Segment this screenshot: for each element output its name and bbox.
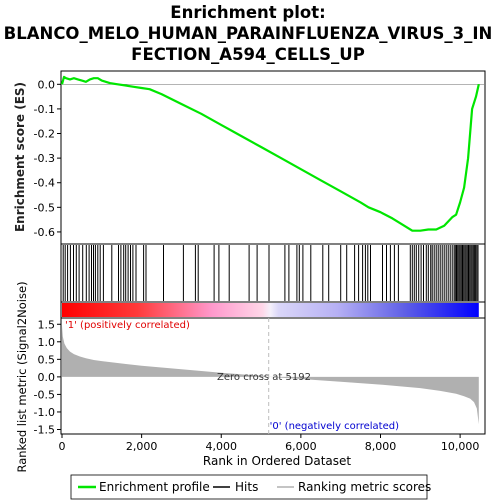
es-y-tick-label: -0.4 bbox=[34, 177, 55, 190]
metric-y-tick-label: -0.5 bbox=[34, 388, 55, 401]
correlation-gradient-bar bbox=[62, 303, 479, 317]
es-panel bbox=[60, 70, 486, 245]
x-axis-title: Rank in Ordered Dataset bbox=[203, 454, 351, 468]
x-tick-label: 10,000 bbox=[441, 440, 480, 453]
es-y-tick-label: 0.0 bbox=[38, 78, 56, 91]
title-line-1: Enrichment plot: bbox=[170, 3, 325, 22]
metric-y-tick-label: 0.0 bbox=[38, 371, 56, 384]
x-tick-label: 8,000 bbox=[365, 440, 397, 453]
negative-correlation-label: '0' (negatively correlated) bbox=[270, 421, 399, 432]
legend-hits-label: Hits bbox=[235, 480, 258, 494]
enrichment-profile-line bbox=[60, 75, 480, 232]
es-y-tick-label: -0.2 bbox=[34, 128, 55, 141]
legend-metric-label: Ranking metric scores bbox=[298, 480, 431, 494]
es-y-tick-label: -0.3 bbox=[34, 152, 55, 165]
es-y-tick-label: -0.1 bbox=[34, 103, 55, 116]
legend-box bbox=[70, 474, 428, 500]
x-axis: 0 2,000 4,000 6,000 8,000 10,000 bbox=[59, 434, 480, 453]
x-tick-label: 0 bbox=[59, 440, 66, 453]
metric-y-tick-label: 0.5 bbox=[38, 353, 56, 366]
x-tick-label: 6,000 bbox=[285, 440, 317, 453]
metric-y-tick-label: -1.0 bbox=[34, 406, 55, 419]
es-y-tick-label: -0.5 bbox=[34, 201, 55, 214]
zero-cross-label: Zero cross at 5192 bbox=[217, 372, 311, 383]
legend: Enrichment profile Hits Ranking metric s… bbox=[70, 474, 431, 500]
metric-y-tick-label: 1.0 bbox=[38, 336, 56, 349]
positive-correlation-label: '1' (positively correlated) bbox=[65, 320, 190, 331]
metric-y-tick-label: -1.5 bbox=[34, 423, 55, 436]
x-tick-label: 4,000 bbox=[205, 440, 237, 453]
legend-enrichment-label: Enrichment profile bbox=[99, 480, 210, 494]
es-y-axis-title: Enrichment score (ES) bbox=[13, 82, 27, 232]
es-y-tick-label: -0.6 bbox=[34, 226, 55, 239]
metric-y-tick-label: 1.5 bbox=[38, 318, 56, 331]
es-y-axis: 0.0 -0.1 -0.2 -0.3 -0.4 -0.5 -0.6 bbox=[34, 78, 61, 239]
metric-y-axis-title: Ranked list metric (Signal2Noise) bbox=[15, 281, 29, 472]
x-tick-label: 2,000 bbox=[126, 440, 158, 453]
metric-y-axis: 1.5 1.0 0.5 0.0 -0.5 -1.0 -1.5 bbox=[34, 318, 61, 436]
title-line-3: FECTION_A594_CELLS_UP bbox=[131, 45, 365, 64]
hits-marks bbox=[62, 245, 479, 301]
title-line-2: BLANCO_MELO_HUMAN_PARAINFLUENZA_VIRUS_3_… bbox=[4, 24, 493, 43]
ranking-metric-area bbox=[62, 326, 479, 425]
